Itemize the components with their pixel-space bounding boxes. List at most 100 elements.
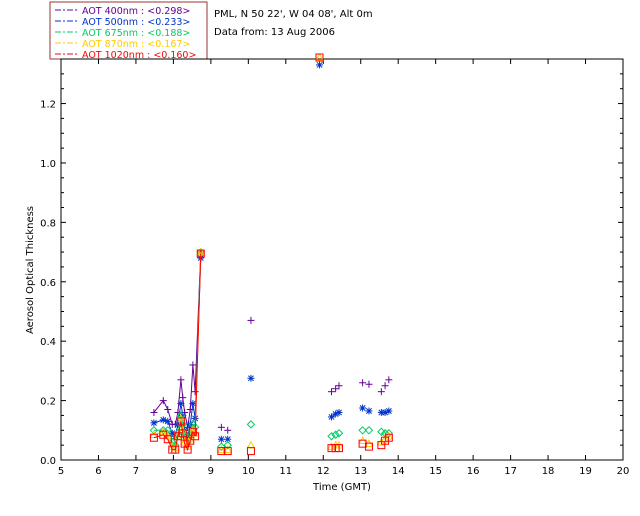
y-tick-label: 0.8 xyxy=(40,218,56,229)
data-point-aot_400 xyxy=(224,426,232,434)
data-point-aot_400 xyxy=(189,361,197,369)
data-point-aot_675 xyxy=(217,442,226,451)
y-tick-label: 0.6 xyxy=(40,278,56,289)
data-point-aot_675 xyxy=(358,426,367,435)
data-point-aot_500 xyxy=(150,419,158,427)
date-label: Data from: 13 Aug 2006 xyxy=(214,27,335,38)
axes: 5 6 7 8 9 10 11 12 13 14 15 16 17 18 19 20 0.0 0.2 0.4 0.6 0… xyxy=(40,59,629,477)
x-tick-label: 7 xyxy=(133,466,139,477)
data-point-aot_500 xyxy=(217,435,225,443)
data-point-aot_500 xyxy=(224,435,232,443)
legend-label-aot_870: AOT 870nm : <0.167> xyxy=(82,39,190,50)
data-point-aot_1020 xyxy=(173,432,182,441)
data-point-aot_500 xyxy=(159,416,167,424)
data-point-aot_1020 xyxy=(335,444,344,453)
y-tick-label: 1.0 xyxy=(40,159,56,170)
data-point-aot_1020 xyxy=(188,427,197,436)
data-point-aot_400 xyxy=(164,406,172,414)
data-point-aot_500 xyxy=(328,413,336,421)
x-tick-label: 13 xyxy=(354,466,367,477)
data-point-aot_400 xyxy=(217,423,225,431)
x-axis-label: Time (GMT) xyxy=(312,482,371,493)
series-line-aot_1020 xyxy=(153,253,202,451)
data-point-aot_870 xyxy=(246,440,256,449)
data-point-aot_400 xyxy=(381,382,389,390)
site-label: PML, N 50 22', W 04 08', Alt 0m xyxy=(214,9,373,20)
plot-frame xyxy=(60,58,624,461)
series-aot_500 xyxy=(150,61,393,443)
data-point-aot_870 xyxy=(217,445,226,453)
legend-box xyxy=(49,1,208,60)
data-point-aot_1020 xyxy=(223,447,232,456)
data-point-aot_870 xyxy=(170,443,180,452)
legend: AOT 400nm : <0.298>AOT 500nm : <0.233>AO… xyxy=(49,1,208,61)
data-point-aot_675 xyxy=(163,426,172,435)
data-point-aot_500 xyxy=(189,400,197,408)
data-point-aot_400 xyxy=(359,379,367,387)
data-point-aot_1020 xyxy=(149,433,158,442)
data-point-aot_1020 xyxy=(315,53,324,62)
data-point-aot_400 xyxy=(385,376,393,384)
data-point-aot_870 xyxy=(223,445,233,453)
data-point-aot_400 xyxy=(150,408,158,416)
x-tick-label: 20 xyxy=(617,466,630,477)
data-point-aot_675 xyxy=(246,420,256,429)
x-tick-label: 10 xyxy=(242,466,255,477)
legend-label-aot_675: AOT 675nm : <0.188> xyxy=(82,28,190,39)
data-point-aot_400 xyxy=(191,388,199,396)
data-point-aot_1020 xyxy=(246,447,255,456)
data-point-aot_400 xyxy=(335,382,343,390)
data-point-aot_400 xyxy=(328,388,336,396)
legend-label-aot_1020: AOT 1020nm : <0.160> xyxy=(82,50,196,61)
x-tick-label: 11 xyxy=(279,466,292,477)
data-point-aot_675 xyxy=(364,426,374,435)
data-point-aot_1020 xyxy=(180,439,189,448)
x-tick-label: 5 xyxy=(58,466,64,477)
x-tick-label: 6 xyxy=(95,466,101,477)
data-point-aot_675 xyxy=(223,440,232,450)
data-point-aot_1020 xyxy=(176,417,185,426)
y-tick-label: 1.2 xyxy=(40,100,56,111)
x-tick-label: 16 xyxy=(467,466,480,477)
data-point-aot_400 xyxy=(365,380,373,388)
data-point-aot_675 xyxy=(331,430,340,439)
data-point-aot_1020 xyxy=(159,430,168,439)
data-point-aot_500 xyxy=(359,404,367,412)
legend-label-aot_500: AOT 500nm : <0.233> xyxy=(82,17,190,28)
data-point-aot_500 xyxy=(247,374,255,382)
x-tick-label: 9 xyxy=(208,466,214,477)
data-point-aot_1020 xyxy=(364,442,373,451)
series-aot_1020 xyxy=(149,53,393,456)
x-tick-label: 15 xyxy=(429,466,442,477)
data-point-aot_400 xyxy=(179,394,187,402)
data-point-aot_500 xyxy=(164,417,172,425)
y-axis-label: Aerosol Optical Thickness xyxy=(25,206,36,334)
x-tick-label: 18 xyxy=(542,466,555,477)
data-point-aot_400 xyxy=(159,397,167,405)
series-aot_400 xyxy=(150,248,393,434)
data-point-aot_500 xyxy=(335,408,343,416)
x-tick-label: 12 xyxy=(317,466,330,477)
data-point-aot_1020 xyxy=(358,439,367,448)
series-line-aot_500 xyxy=(153,257,202,438)
x-tick-label: 19 xyxy=(579,466,592,477)
data-point-aot_1020 xyxy=(186,436,195,445)
data-point-aot_400 xyxy=(332,385,340,393)
legend-label-aot_400: AOT 400nm : <0.298> xyxy=(82,6,190,17)
data-point-aot_400 xyxy=(177,376,185,384)
data-point-aot_1020 xyxy=(196,249,205,258)
data-point-aot_400 xyxy=(247,316,255,324)
series-aot_675 xyxy=(149,247,394,451)
data-point-aot_1020 xyxy=(178,429,187,438)
data-point-aot_1020 xyxy=(163,435,172,444)
data-point-aot_675 xyxy=(377,427,386,436)
y-tick-label: 0.0 xyxy=(40,456,56,467)
data-point-aot_1020 xyxy=(217,447,226,456)
x-tick-label: 8 xyxy=(170,466,176,477)
data-point-aot_400 xyxy=(377,388,385,396)
x-tick-label: 14 xyxy=(392,466,405,477)
y-tick-label: 0.2 xyxy=(40,397,56,408)
data-point-aot_500 xyxy=(316,61,324,69)
